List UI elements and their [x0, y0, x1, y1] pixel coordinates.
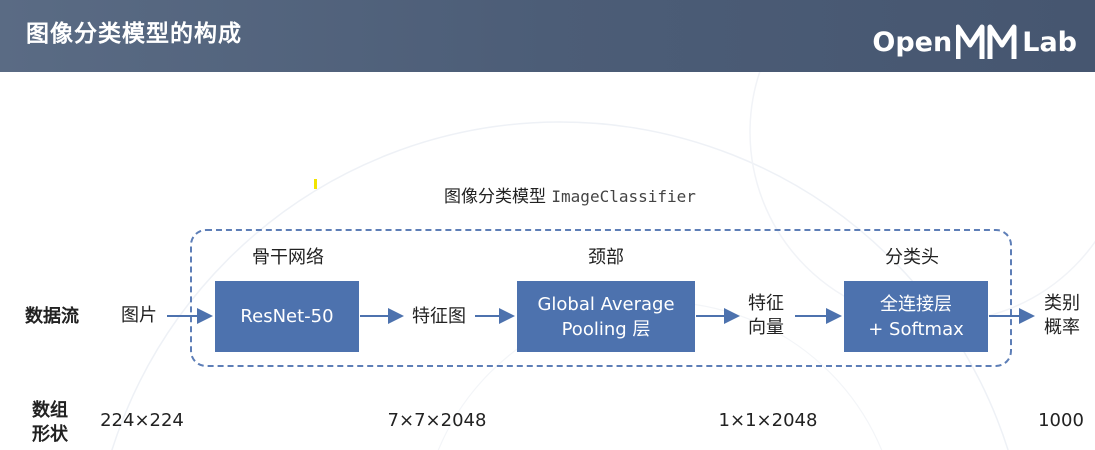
shape-feature-vector: 1×1×2048 [718, 410, 818, 431]
feature-map-label: 特征图 [412, 306, 466, 327]
logo-text-open: Open [872, 26, 953, 58]
output-label-2: 概率 [1044, 317, 1080, 338]
header-bar: 图像分类模型的构成 Open Lab [0, 0, 1095, 72]
row-label-array-2: 形状 [32, 424, 68, 445]
head-box: 全连接层 + Softmax [844, 281, 988, 352]
row-label-dataflow: 数据流 [25, 306, 79, 327]
row-label-array-1: 数组 [32, 400, 68, 421]
mm-logo-icon [956, 24, 1017, 59]
openmmlab-logo: Open Lab [872, 22, 1077, 62]
neck-box-line1: Global Average [537, 293, 675, 315]
stage-label-neck: 颈部 [588, 247, 624, 268]
caption-code: ImageClassifier [551, 187, 696, 206]
shape-input: 224×224 [100, 410, 184, 431]
backbone-box: ResNet-50 [215, 281, 359, 352]
neck-box: Global Average Pooling 层 [517, 281, 695, 352]
neck-box-line2: Pooling 层 [561, 318, 651, 340]
slide-title: 图像分类模型的构成 [26, 21, 242, 47]
input-label: 图片 [121, 305, 157, 326]
output-label-1: 类别 [1044, 293, 1080, 314]
diagram-caption: 图像分类模型 ImageClassifier [444, 182, 696, 207]
feature-vector-label-2: 向量 [748, 317, 784, 338]
caption-chinese: 图像分类模型 [444, 187, 546, 207]
stage-label-head: 分类头 [885, 247, 939, 268]
cursor-marker [314, 179, 317, 189]
shape-feature-map: 7×7×2048 [387, 410, 487, 431]
feature-vector-label-1: 特征 [748, 293, 784, 314]
head-box-line1: 全连接层 [880, 293, 952, 315]
backbone-box-label: ResNet-50 [240, 306, 334, 327]
logo-text-lab: Lab [1022, 26, 1077, 58]
stage-label-backbone: 骨干网络 [252, 247, 324, 268]
shape-output: 1000 [1038, 410, 1084, 431]
head-box-line2: + Softmax [868, 318, 964, 340]
model-dashed-frame [190, 229, 1012, 367]
